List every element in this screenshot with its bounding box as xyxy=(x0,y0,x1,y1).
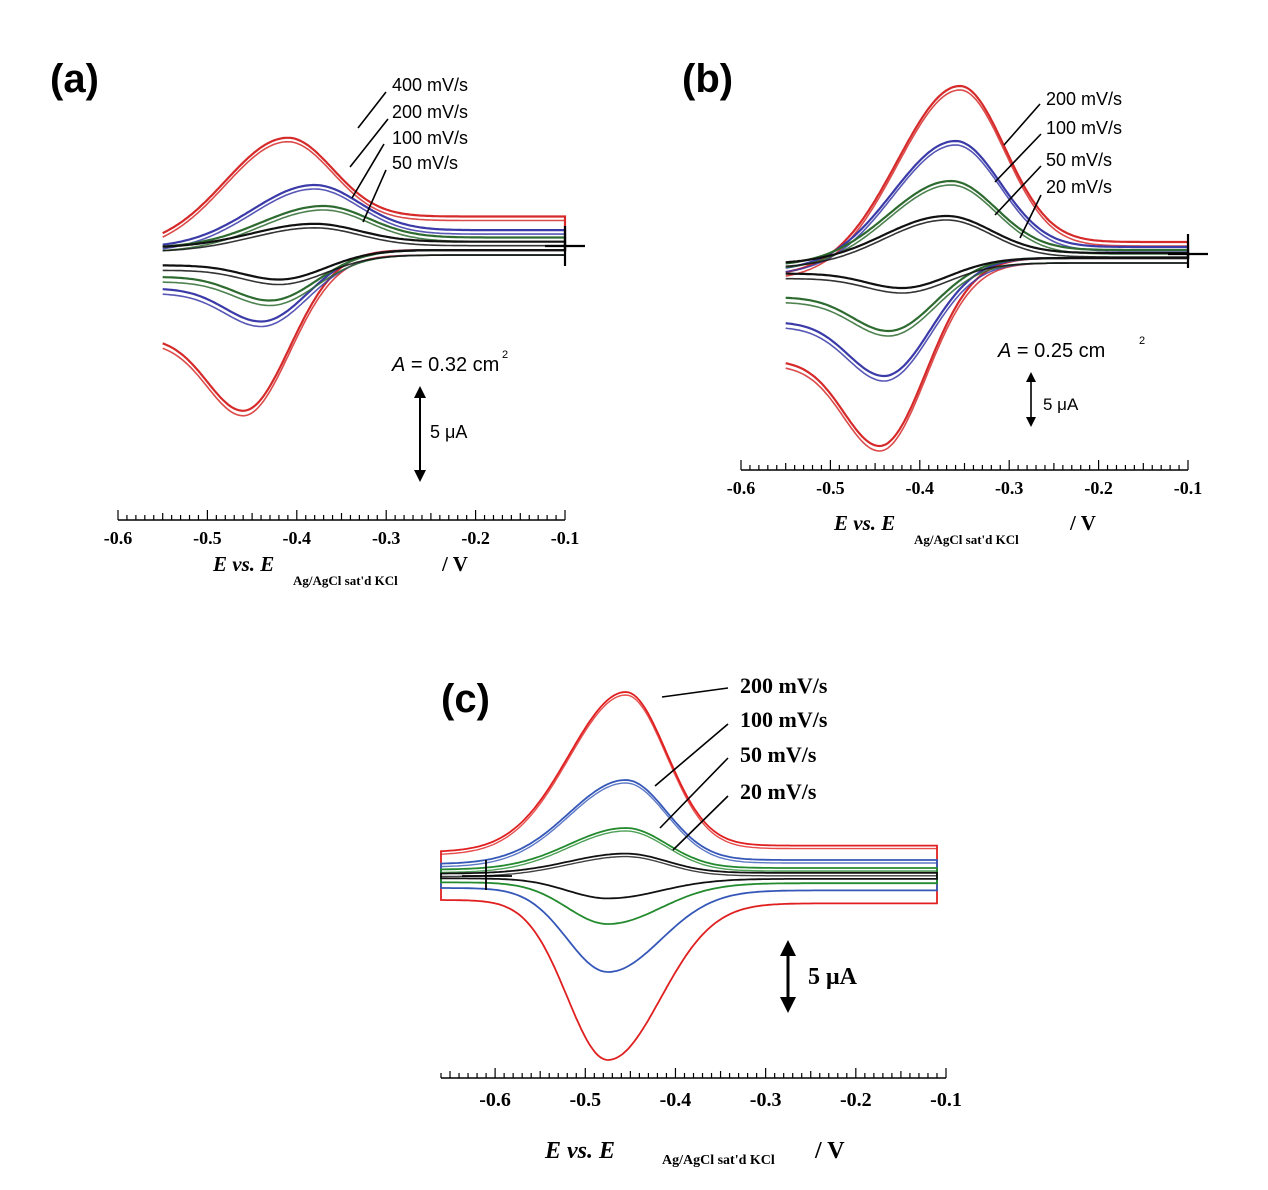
x-tick-label-a: -0.2 xyxy=(461,528,490,548)
x-tick-label-a: -0.6 xyxy=(104,528,133,548)
scale-bar-b xyxy=(1026,372,1036,427)
cv-curve-c-20-mV-s xyxy=(440,852,938,900)
area-label-a-text: = 0.32 cm xyxy=(405,354,499,376)
x-tick-label-b: -0.2 xyxy=(1084,478,1113,498)
cv-curve-second-cycle-c-100-mV-s xyxy=(440,782,937,868)
legend-c: 200 mV/s 100 mV/s 50 mV/s 20 mV/s xyxy=(740,673,828,804)
legend-leader-b-0 xyxy=(1003,103,1041,146)
scale-bar-label-c: 5 μA xyxy=(808,964,858,990)
legend-label-a-2: 100 mV/s xyxy=(392,128,468,148)
x-tick-label-b: -0.3 xyxy=(995,478,1024,498)
x-axis-c: -0.6 -0.5 -0.4 -0.3 -0.2 -0.1 xyxy=(440,1068,962,1111)
legend-leaders-a xyxy=(349,91,389,223)
legend-b: 200 mV/s 100 mV/s 50 mV/s 20 mV/s xyxy=(1046,89,1122,197)
legend-leader-c-0 xyxy=(661,687,729,698)
x-axis-title-b-unit: / V xyxy=(1069,511,1096,535)
legend-leader-c-1 xyxy=(654,723,729,787)
x-axis-title-b: E vs. E xyxy=(833,511,895,535)
legend-leader-a-0 xyxy=(357,91,387,129)
panel-label-c: (c) xyxy=(441,677,490,721)
area-sup-a: 2 xyxy=(502,349,508,361)
x-tick-label-b: -0.6 xyxy=(727,478,756,498)
panel-label-b: (b) xyxy=(682,57,733,101)
legend-label-c-0: 200 mV/s xyxy=(740,673,828,698)
area-label-a: A = 0.32 cm xyxy=(391,354,499,376)
x-axis-title-a: E vs. E xyxy=(212,552,274,576)
legend-label-c-2: 50 mV/s xyxy=(740,742,817,767)
legend-leader-a-1 xyxy=(349,118,389,168)
area-sup-b: 2 xyxy=(1139,335,1145,347)
x-axis-title-c-unit: / V xyxy=(814,1138,845,1164)
legend-label-c-1: 100 mV/s xyxy=(740,707,828,732)
x-axis-title-a-main: E vs. E xyxy=(212,552,274,576)
x-tick-label-c: -0.2 xyxy=(840,1089,872,1111)
legend-label-b-2: 50 mV/s xyxy=(1046,150,1112,170)
legend-label-a-0: 400 mV/s xyxy=(392,75,468,95)
legend-leader-c-3 xyxy=(672,795,729,851)
x-tick-label-a: -0.3 xyxy=(372,528,401,548)
scale-bar-label-b: 5 μA xyxy=(1043,395,1079,414)
x-tick-label-c: -0.5 xyxy=(569,1089,601,1111)
x-tick-label-a: -0.5 xyxy=(193,528,222,548)
x-tick-label-c: -0.4 xyxy=(660,1089,692,1111)
scale-bar-label-a: 5 μA xyxy=(430,422,467,442)
x-tick-label-a: -0.1 xyxy=(551,528,580,548)
area-label-b: A = 0.25 cm xyxy=(997,340,1105,362)
legend-leader-b-2 xyxy=(994,165,1042,216)
legend-leader-b-1 xyxy=(994,133,1042,183)
cv-curve-second-cycle-c-200-mV-s xyxy=(440,694,937,855)
x-axis-title-c-main: E vs. E xyxy=(544,1138,615,1164)
x-axis-title-a-sub: Ag/AgCl sat'd KCl xyxy=(293,573,398,588)
legend-label-a-1: 200 mV/s xyxy=(392,102,468,122)
x-axis-title-b-main: E vs. E xyxy=(833,511,895,535)
x-tick-label-c: -0.3 xyxy=(750,1089,782,1111)
area-label-b-text: = 0.25 cm xyxy=(1011,340,1105,362)
x-tick-label-a: -0.4 xyxy=(283,528,312,548)
legend-label-c-3: 20 mV/s xyxy=(740,779,817,804)
cv-curve-second-cycle-c-20-mV-s xyxy=(441,855,937,878)
legend-leader-b-3 xyxy=(1019,194,1042,239)
x-axis-title-c-sub: Ag/AgCl sat'd KCl xyxy=(662,1153,775,1168)
legend-leaders-c xyxy=(654,687,729,851)
legend-label-a-3: 50 mV/s xyxy=(392,153,458,173)
cv-curve-c-50-mV-s xyxy=(440,827,938,925)
legend-label-b-1: 100 mV/s xyxy=(1046,118,1122,138)
x-tick-label-b: -0.5 xyxy=(816,478,845,498)
legend-leader-a-2 xyxy=(351,143,385,199)
legend-label-b-3: 20 mV/s xyxy=(1046,177,1112,197)
x-axis-title-c: E vs. E xyxy=(544,1138,615,1164)
x-axis-a: -0.6 -0.5 -0.4 -0.3 -0.2 -0.1 xyxy=(104,510,580,548)
cv-curve-second-cycle-c-50-mV-s xyxy=(441,830,937,874)
curves-a xyxy=(162,136,585,417)
x-tick-label-b: -0.4 xyxy=(906,478,935,498)
curves-b xyxy=(785,84,1208,452)
panel-label-a: (a) xyxy=(50,57,99,101)
legend-a: 400 mV/s 200 mV/s 100 mV/s 50 mV/s xyxy=(392,75,468,173)
legend-label-b-0: 200 mV/s xyxy=(1046,89,1122,109)
cv-curve-c-100-mV-s xyxy=(440,779,938,973)
legend-leader-a-3 xyxy=(362,169,387,223)
scale-bar-a xyxy=(414,386,426,482)
scale-bar-c xyxy=(780,940,796,1013)
x-axis-title-b-sub: Ag/AgCl sat'd KCl xyxy=(914,532,1019,547)
x-axis-title-a-unit: / V xyxy=(441,552,468,576)
legend-leaders-b xyxy=(994,103,1042,239)
cv-curve-c-200-mV-s xyxy=(440,691,938,1061)
curves-c xyxy=(440,691,938,1061)
x-axis-b: -0.6 -0.5 -0.4 -0.3 -0.2 -0.1 xyxy=(727,460,1203,498)
x-tick-label-c: -0.6 xyxy=(479,1089,511,1111)
x-tick-label-b: -0.1 xyxy=(1174,478,1203,498)
x-tick-label-c: -0.1 xyxy=(930,1089,962,1111)
legend-leader-c-2 xyxy=(659,757,729,829)
